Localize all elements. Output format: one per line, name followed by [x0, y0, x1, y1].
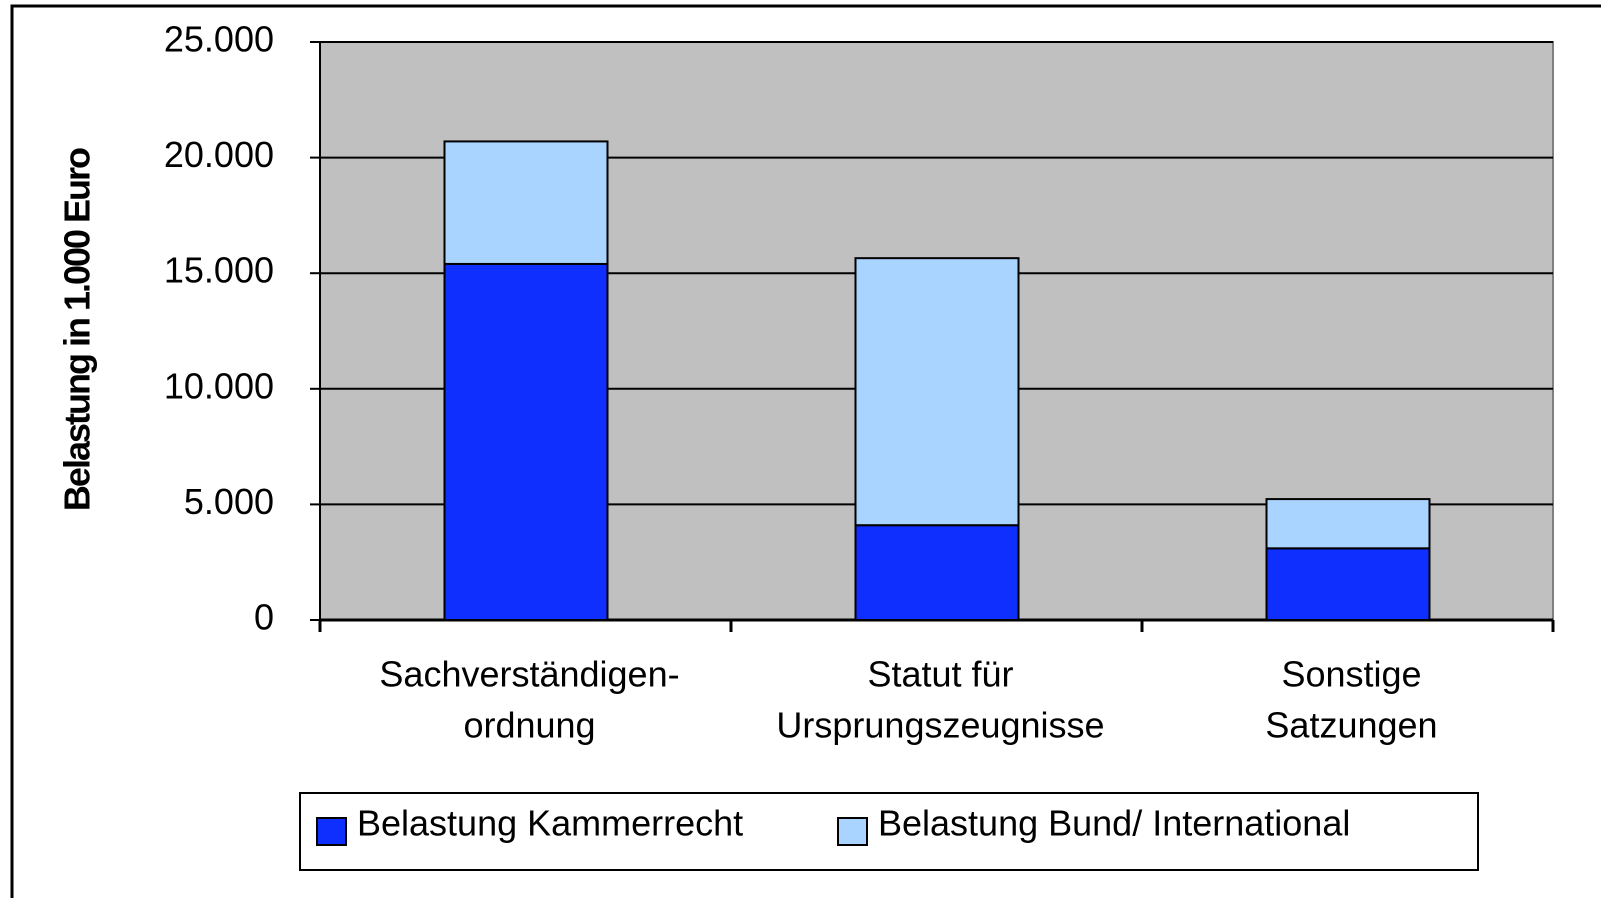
x-tick-label: Sachverständigen- — [379, 654, 679, 695]
bar-segment — [854, 257, 1020, 527]
x-tick-label: Satzungen — [1265, 705, 1437, 746]
legend-swatch — [316, 817, 347, 846]
y-tick-label: 15.000 — [164, 250, 274, 291]
legend-label: Belastung Bund/ International — [878, 803, 1350, 844]
bar-segment — [1265, 498, 1431, 550]
bar-segment — [854, 524, 1020, 622]
bar-segment — [443, 140, 609, 265]
legend-label: Belastung Kammerrecht — [357, 803, 743, 844]
legend-box — [299, 792, 1479, 871]
legend-swatch — [837, 817, 868, 846]
y-tick-label: 0 — [254, 597, 274, 638]
y-tick-label: 20.000 — [164, 134, 274, 175]
bar-segment — [1265, 547, 1431, 621]
y-tick-label: 25.000 — [164, 19, 274, 60]
x-tick-label: ordnung — [463, 705, 595, 746]
y-tick-label: 10.000 — [164, 365, 274, 406]
x-tick-label: Sonstige — [1281, 654, 1421, 695]
bar-segment — [443, 262, 609, 621]
y-axis-label: Belastung in 1.000 Euro — [57, 148, 98, 511]
x-tick-label: Ursprungszeugnisse — [776, 705, 1104, 746]
y-tick-label: 5.000 — [184, 481, 274, 522]
legend — [299, 792, 1479, 871]
x-tick-label: Statut für — [867, 654, 1013, 695]
